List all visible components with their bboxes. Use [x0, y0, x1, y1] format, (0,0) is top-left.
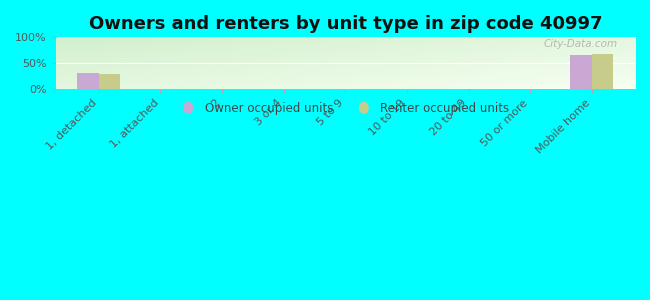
Legend: Owner occupied units, Renter occupied units: Owner occupied units, Renter occupied un… — [176, 97, 514, 120]
Title: Owners and renters by unit type in zip code 40997: Owners and renters by unit type in zip c… — [88, 15, 602, 33]
Bar — [592, 54, 614, 88]
Text: City-Data.com: City-Data.com — [543, 39, 618, 49]
Bar — [77, 73, 99, 88]
Bar — [570, 55, 592, 88]
Bar — [99, 74, 120, 88]
